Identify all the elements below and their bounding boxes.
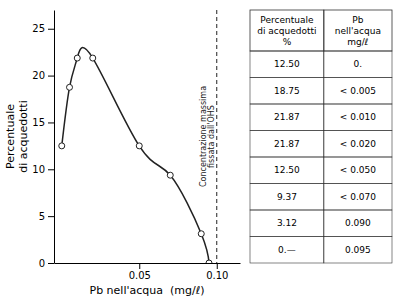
x-tick-mark	[217, 263, 218, 269]
table-cell-text: < 0.010	[340, 112, 376, 122]
x-tick: 0.05	[129, 263, 151, 281]
y-tick: 0	[39, 258, 54, 269]
table-cell-text: 0.095	[345, 245, 371, 255]
point	[59, 143, 65, 149]
chart: 0.05 0.10 0 5 10 15 20 25 Concentrazione massima…	[0, 0, 400, 299]
table: Percentualedi acquedotti% Pbnell'acquamg/…	[250, 10, 392, 263]
table-cell	[324, 184, 392, 211]
table-header: Percentualedi acquedotti%	[257, 15, 316, 47]
y-axis: 0 5 10 15 20 25	[32, 11, 54, 269]
x-tick-mark	[139, 263, 140, 269]
y-tick-mark	[48, 263, 54, 264]
y-tick-label: 0	[39, 258, 45, 269]
table-header-cell	[324, 10, 392, 51]
table-cell	[324, 78, 392, 105]
table-cell-text: 0.	[354, 59, 363, 69]
table-cell	[324, 237, 392, 264]
y-tick-label: 25	[32, 23, 45, 34]
point	[90, 55, 96, 61]
table-header-cell	[250, 10, 324, 51]
table-cell	[324, 51, 392, 78]
y-tick: 5	[39, 211, 54, 222]
point	[74, 55, 80, 61]
table-cell	[250, 131, 324, 158]
point	[67, 84, 73, 90]
y-tick: 10	[32, 164, 54, 175]
table-cell	[250, 210, 324, 237]
table-cell	[324, 104, 392, 131]
y-tick-mark	[48, 29, 54, 30]
y-tick-mark	[48, 76, 54, 77]
y-axis-line	[54, 11, 55, 264]
table-cell	[250, 78, 324, 105]
table-cell-text: 21.87	[274, 139, 300, 149]
y-tick-mark	[48, 122, 54, 123]
x-tick: 0.10	[206, 263, 228, 281]
data-layer	[59, 10, 217, 263]
plot: 0.05 0.10 0 5 10 15 20 25 Concentrazione massima…	[32, 10, 240, 281]
table-cell-text: 21.87	[274, 112, 300, 122]
table-cell	[324, 210, 392, 237]
annotation-line	[216, 10, 217, 263]
table-cell-text: 9.37	[277, 192, 297, 202]
y-tick-mark	[48, 216, 54, 217]
table-cell-text: 0.—	[278, 245, 296, 255]
point	[206, 260, 212, 263]
y-tick: 15	[32, 117, 54, 128]
table-cell	[250, 237, 324, 264]
table-cell	[250, 104, 324, 131]
y-tick: 25	[32, 23, 54, 34]
table-header: Pbnell'acquamg/ℓ	[335, 15, 381, 47]
curve	[62, 48, 209, 263]
x-axis: 0.05 0.10	[55, 263, 241, 281]
table-cell	[324, 131, 392, 158]
table-cell-text: < 0.005	[340, 86, 376, 96]
table-cell	[250, 184, 324, 211]
y-tick-mark	[48, 169, 54, 170]
y-tick-label: 20	[32, 70, 45, 81]
table-cell	[250, 157, 324, 184]
y-tick: 20	[32, 70, 54, 81]
point	[136, 143, 142, 149]
y-tick-label: 5	[39, 211, 45, 222]
x-tick-label: 0.10	[206, 270, 228, 281]
x-axis-line	[55, 263, 241, 264]
annotation-label: Concentrazione massimafissata dall'OHS	[199, 86, 217, 187]
table-cell-text: < 0.020	[340, 139, 376, 149]
table-cell-text: 3.12	[277, 218, 297, 228]
y-tick-label: 15	[32, 117, 45, 128]
x-tick-label: 0.05	[129, 270, 151, 281]
table-cell-text: 0.090	[345, 218, 371, 228]
x-axis-title: Pb nell'acqua (mg/ℓ)	[90, 284, 205, 297]
table-cell-text: 18.75	[274, 86, 300, 96]
point	[198, 231, 204, 237]
point	[167, 172, 173, 178]
table-cell-text: < 0.050	[340, 165, 376, 175]
table-cell	[324, 157, 392, 184]
y-axis-title: Percentualedi acquedotti	[4, 100, 30, 172]
table-cell-text: < 0.070	[340, 192, 376, 202]
table-cell	[250, 51, 324, 78]
table-cell-text: 12.50	[274, 59, 300, 69]
y-tick-label: 10	[32, 164, 45, 175]
table-cell-text: 12.50	[274, 165, 300, 175]
